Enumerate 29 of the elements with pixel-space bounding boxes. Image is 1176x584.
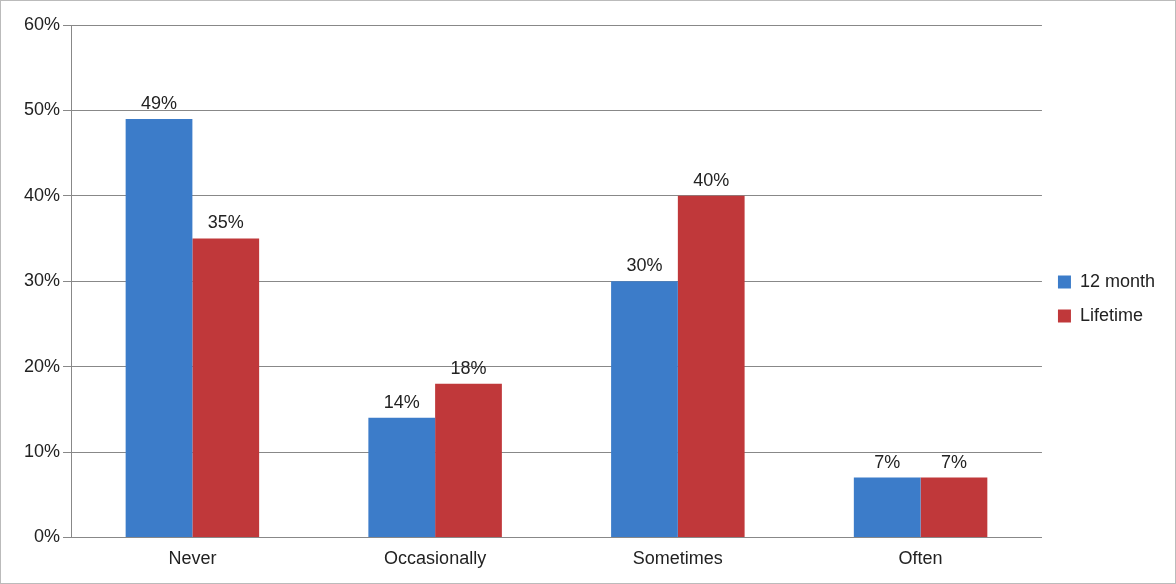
data-label: 18% [450, 357, 487, 378]
bar [853, 477, 921, 537]
data-label: 7% [940, 451, 967, 472]
y-tick-label: 50% [24, 99, 61, 120]
data-label: 7% [874, 451, 901, 472]
bar [368, 417, 436, 537]
data-label: 14% [383, 391, 420, 412]
legend-label: 12 month [1079, 270, 1156, 291]
y-tick-label: 0% [34, 526, 61, 547]
bar [920, 477, 988, 537]
x-tick-label: Sometimes [632, 548, 723, 569]
y-tick-label: 30% [24, 270, 61, 291]
bar [125, 118, 193, 537]
y-tick-label: 40% [24, 184, 61, 205]
y-tick-label: 20% [24, 355, 61, 376]
bar [435, 383, 502, 537]
data-label: 30% [626, 255, 663, 276]
x-tick-label: Often [898, 548, 943, 569]
y-tick-label: 60% [24, 13, 61, 34]
y-tick-label: 10% [24, 440, 61, 461]
data-label: 35% [207, 212, 244, 233]
data-label: 49% [141, 92, 178, 113]
data-label: 40% [693, 169, 730, 190]
x-tick-label: Never [168, 548, 217, 569]
x-tick-label: Occasionally [384, 548, 487, 569]
legend-label: Lifetime [1079, 304, 1143, 325]
bar [611, 281, 678, 537]
bar [677, 195, 745, 537]
bar [192, 238, 260, 537]
